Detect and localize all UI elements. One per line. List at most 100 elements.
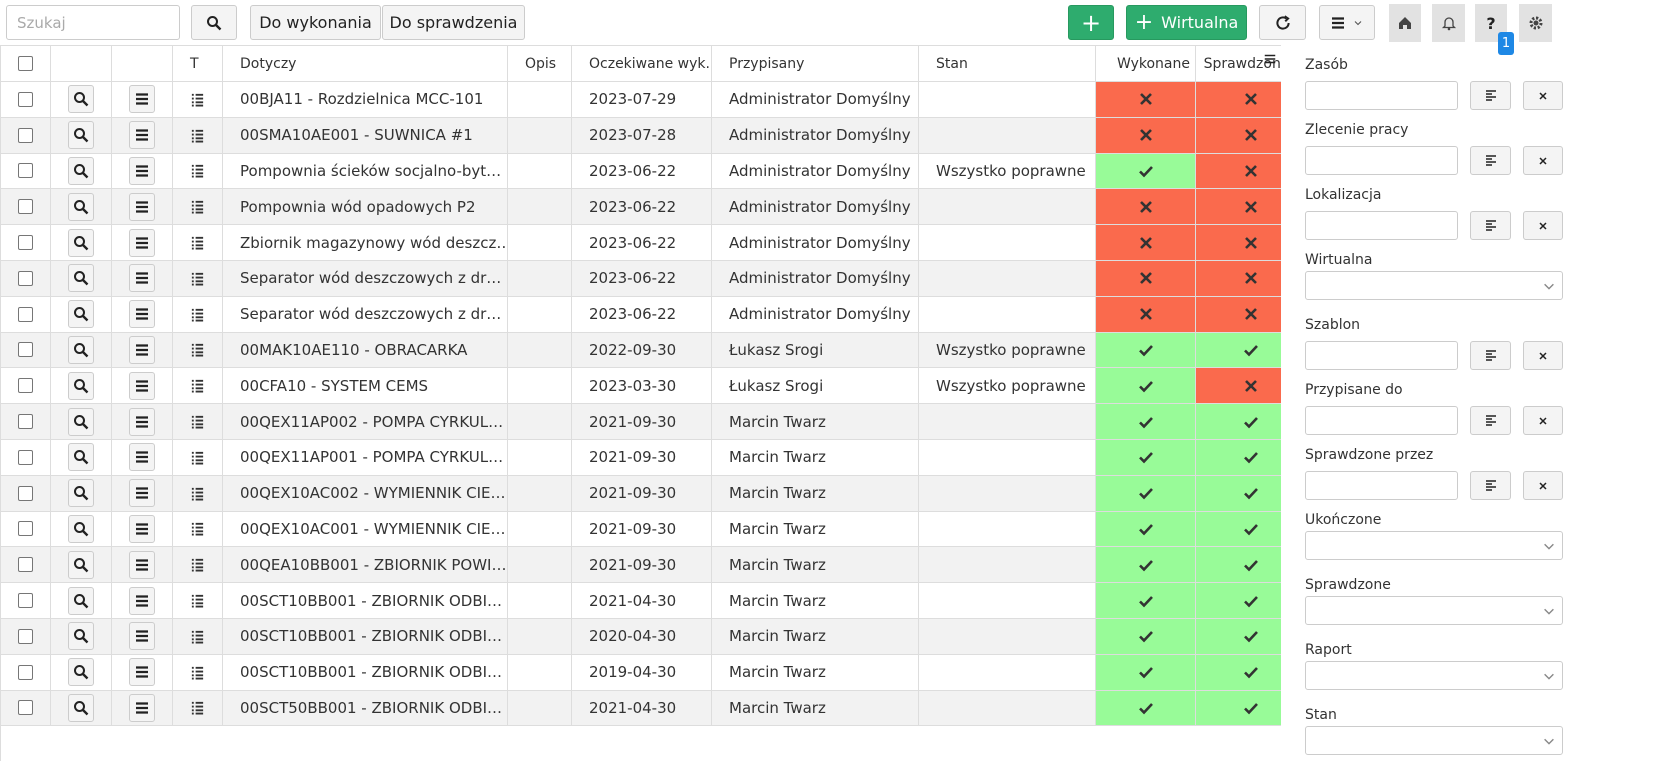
header-cell[interactable]: Opis — [508, 46, 572, 82]
view-button[interactable] — [68, 192, 94, 221]
lookup-button[interactable] — [1470, 211, 1511, 240]
checkbox[interactable] — [18, 91, 33, 107]
lookup-button[interactable] — [1470, 471, 1511, 500]
header-cell[interactable]: Przypisany — [712, 46, 919, 82]
view-button[interactable] — [68, 156, 94, 185]
view-button[interactable] — [68, 658, 94, 687]
checkbox[interactable] — [18, 664, 33, 680]
clear-button[interactable] — [1523, 341, 1563, 370]
tab[interactable]: Do sprawdzenia — [382, 5, 525, 40]
filter-input[interactable] — [1305, 341, 1458, 370]
header-cell[interactable]: Dotyczy — [223, 46, 508, 82]
checkbox[interactable] — [18, 342, 33, 358]
view-button[interactable] — [68, 622, 94, 651]
view-button[interactable] — [68, 550, 94, 579]
view-button[interactable] — [68, 443, 94, 472]
view-button[interactable] — [68, 300, 94, 329]
add-virtual-button[interactable]: + Wirtualna — [1126, 5, 1247, 40]
settings-button[interactable] — [1519, 4, 1552, 42]
row-menu-button[interactable] — [129, 550, 155, 579]
view-button[interactable] — [68, 693, 94, 722]
row-menu-button[interactable] — [129, 514, 155, 543]
row-menu-button[interactable] — [129, 192, 155, 221]
checkbox[interactable] — [18, 127, 33, 143]
view-button[interactable] — [68, 85, 94, 114]
checkbox[interactable] — [18, 557, 33, 573]
tab[interactable]: Do wykonania — [250, 5, 381, 40]
view-button[interactable] — [68, 335, 94, 364]
filter-select[interactable] — [1305, 596, 1563, 625]
bell-button[interactable] — [1432, 4, 1465, 42]
view-button[interactable] — [68, 479, 94, 508]
columns-menu[interactable] — [1319, 5, 1375, 40]
filter-input[interactable] — [1305, 146, 1458, 175]
row-menu-button[interactable] — [129, 335, 155, 364]
row-menu-button[interactable] — [129, 156, 155, 185]
clear-button[interactable] — [1523, 471, 1563, 500]
checkbox[interactable] — [18, 521, 33, 537]
search-input[interactable]: Szukaj — [6, 5, 180, 40]
checkbox[interactable] — [18, 56, 33, 71]
view-button[interactable] — [68, 228, 94, 257]
row-menu-button[interactable] — [129, 693, 155, 722]
checkbox[interactable] — [18, 306, 33, 322]
lookup-button[interactable] — [1470, 81, 1511, 110]
header-cell[interactable]: Wykonane — [1096, 46, 1196, 82]
clear-button[interactable] — [1523, 406, 1563, 435]
checkbox[interactable] — [18, 378, 33, 394]
filter-select[interactable] — [1305, 726, 1563, 755]
cell: Marcin Twarz — [712, 547, 919, 583]
row-menu-button[interactable] — [129, 407, 155, 436]
checkbox[interactable] — [18, 485, 33, 501]
row-menu-button[interactable] — [129, 228, 155, 257]
filter-input[interactable] — [1305, 81, 1458, 110]
filter-select[interactable] — [1305, 661, 1563, 690]
header-cell[interactable]: Sprawdzone — [1196, 46, 1281, 82]
row-menu-button[interactable] — [129, 658, 155, 687]
lookup-button[interactable] — [1470, 146, 1511, 175]
filter-select[interactable] — [1305, 531, 1563, 560]
home-button[interactable] — [1389, 4, 1421, 42]
header-cell[interactable]: Oczekiwane wyk. — [572, 46, 712, 82]
row-menu-button[interactable] — [129, 300, 155, 329]
row-menu-button[interactable] — [129, 622, 155, 651]
help-button[interactable]: ? — [1475, 4, 1507, 42]
row-menu-button[interactable] — [129, 264, 155, 293]
header-cell[interactable]: Stan — [919, 46, 1096, 82]
filter-input[interactable] — [1305, 471, 1458, 500]
checkbox[interactable] — [18, 414, 33, 430]
view-button[interactable] — [68, 121, 94, 150]
checkbox[interactable] — [18, 163, 33, 179]
checkbox[interactable] — [18, 235, 33, 251]
view-button[interactable] — [68, 586, 94, 615]
checkbox[interactable] — [18, 449, 33, 465]
checkbox[interactable] — [18, 593, 33, 609]
row-menu-button[interactable] — [129, 443, 155, 472]
row-menu-button[interactable] — [129, 586, 155, 615]
clear-button[interactable] — [1523, 146, 1563, 175]
refresh-button[interactable] — [1259, 5, 1306, 40]
filter-select[interactable] — [1305, 271, 1563, 300]
view-button[interactable] — [68, 264, 94, 293]
row-menu-button[interactable] — [129, 121, 155, 150]
lookup-button[interactable] — [1470, 341, 1511, 370]
filter-input[interactable] — [1305, 406, 1458, 435]
lookup-button[interactable] — [1470, 406, 1511, 435]
checkbox[interactable] — [18, 199, 33, 215]
checkbox[interactable] — [18, 270, 33, 286]
row-menu-button[interactable] — [129, 85, 155, 114]
clear-button[interactable] — [1523, 211, 1563, 240]
cell — [1096, 189, 1196, 225]
view-button[interactable] — [68, 407, 94, 436]
filter-input[interactable] — [1305, 211, 1458, 240]
row-menu-button[interactable] — [129, 479, 155, 508]
view-button[interactable] — [68, 514, 94, 543]
view-button[interactable] — [68, 371, 94, 400]
search-button[interactable] — [191, 5, 237, 40]
checkbox[interactable] — [18, 628, 33, 644]
checkbox[interactable] — [18, 700, 33, 716]
row-menu-button[interactable] — [129, 371, 155, 400]
add-button[interactable]: + — [1068, 5, 1114, 40]
clear-button[interactable] — [1523, 81, 1563, 110]
header-cell[interactable]: T — [173, 46, 223, 82]
